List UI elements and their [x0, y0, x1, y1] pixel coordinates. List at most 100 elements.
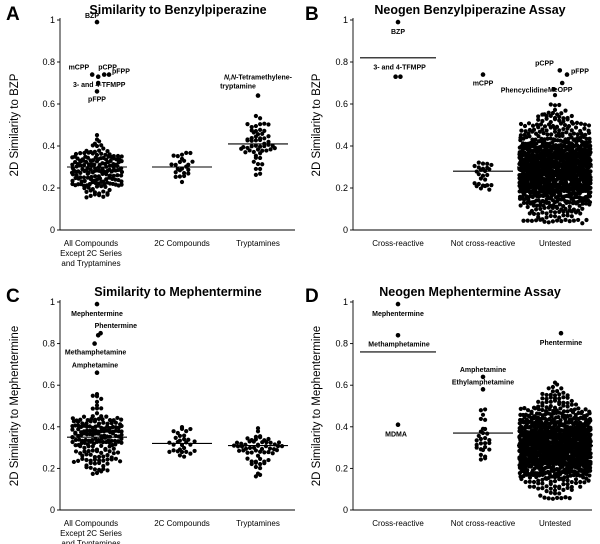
data-point — [569, 479, 574, 485]
data-point — [171, 429, 176, 434]
data-point — [93, 417, 98, 422]
data-point — [544, 399, 549, 405]
data-point — [521, 200, 527, 206]
data-point — [557, 215, 562, 220]
data-point — [266, 122, 271, 127]
data-point — [587, 409, 592, 414]
annotation-italic-part: N,N — [224, 75, 237, 82]
data-point — [584, 136, 589, 141]
data-point — [105, 468, 110, 473]
data-point — [588, 190, 593, 195]
data-point — [255, 429, 261, 434]
data-point — [266, 139, 271, 144]
highlight-point — [557, 68, 563, 73]
data-point — [565, 485, 570, 490]
data-point — [485, 165, 490, 170]
data-point — [93, 174, 98, 179]
data-point — [84, 189, 89, 194]
data-point — [177, 174, 182, 179]
data-point — [78, 175, 83, 180]
data-point — [548, 399, 553, 404]
data-point — [90, 406, 95, 411]
y-tick-label: 0.2 — [42, 183, 55, 193]
data-point — [487, 187, 492, 192]
data-point — [540, 407, 545, 413]
data-point — [531, 127, 537, 132]
data-point — [541, 131, 546, 136]
data-point — [177, 447, 182, 452]
data-point — [478, 447, 483, 452]
data-point — [99, 406, 104, 411]
data-point — [101, 146, 106, 151]
data-point — [483, 441, 488, 446]
data-point — [550, 496, 556, 501]
data-point — [258, 127, 263, 132]
data-point — [94, 152, 100, 158]
data-point — [552, 103, 558, 108]
data-point — [578, 479, 583, 485]
data-point — [97, 458, 102, 463]
data-point — [582, 480, 587, 485]
data-point — [70, 416, 75, 421]
data-point — [550, 110, 556, 116]
data-point — [567, 496, 572, 501]
data-point — [550, 389, 556, 394]
data-point — [561, 487, 566, 492]
data-point — [94, 411, 100, 416]
data-point — [540, 217, 545, 222]
panel-letter: C — [6, 286, 20, 307]
highlight-point — [89, 72, 95, 77]
data-point — [94, 137, 100, 142]
category-label: and Tryptamines — [61, 539, 120, 544]
data-point — [588, 438, 593, 444]
data-point — [483, 417, 488, 422]
data-point — [485, 431, 490, 436]
category-label: Tryptamines — [236, 239, 280, 248]
y-tick-label: 1 — [343, 297, 348, 307]
y-tick-label: 0 — [50, 225, 55, 235]
point-annotation: MeOPP — [548, 87, 573, 94]
data-point — [489, 162, 494, 168]
data-point — [80, 438, 85, 444]
data-point — [540, 481, 545, 486]
data-point — [84, 148, 89, 153]
data-point — [540, 127, 545, 132]
data-point — [529, 208, 535, 214]
data-point — [552, 210, 558, 215]
data-point — [534, 218, 539, 223]
data-point — [188, 451, 193, 456]
data-point — [81, 175, 87, 180]
data-point — [251, 159, 256, 164]
data-point — [107, 173, 113, 178]
data-point — [80, 157, 85, 162]
data-point — [540, 396, 545, 401]
chart-title: Neogen Mephentermine Assay — [379, 285, 561, 299]
data-point — [567, 204, 572, 209]
data-point — [588, 169, 593, 174]
data-point — [530, 123, 536, 128]
data-point — [543, 476, 548, 481]
data-point — [268, 147, 273, 152]
data-point — [558, 406, 563, 411]
data-point — [255, 426, 261, 431]
data-point — [573, 477, 579, 482]
data-point — [531, 479, 537, 485]
data-point — [588, 432, 593, 437]
data-point — [552, 107, 558, 112]
data-point — [557, 118, 562, 123]
highlight-point — [393, 74, 398, 79]
data-point — [565, 213, 570, 218]
data-point — [107, 418, 113, 423]
data-point — [114, 162, 119, 167]
data-point — [562, 123, 568, 128]
data-point — [177, 433, 182, 439]
data-point — [73, 443, 78, 448]
highlight-point — [480, 387, 486, 392]
data-point — [522, 406, 527, 411]
data-point — [588, 459, 593, 465]
category-label: 2C Compounds — [154, 519, 210, 528]
data-point — [529, 409, 534, 414]
y-tick-label: 0.6 — [42, 380, 55, 390]
data-point — [576, 406, 581, 411]
data-point — [560, 131, 565, 136]
